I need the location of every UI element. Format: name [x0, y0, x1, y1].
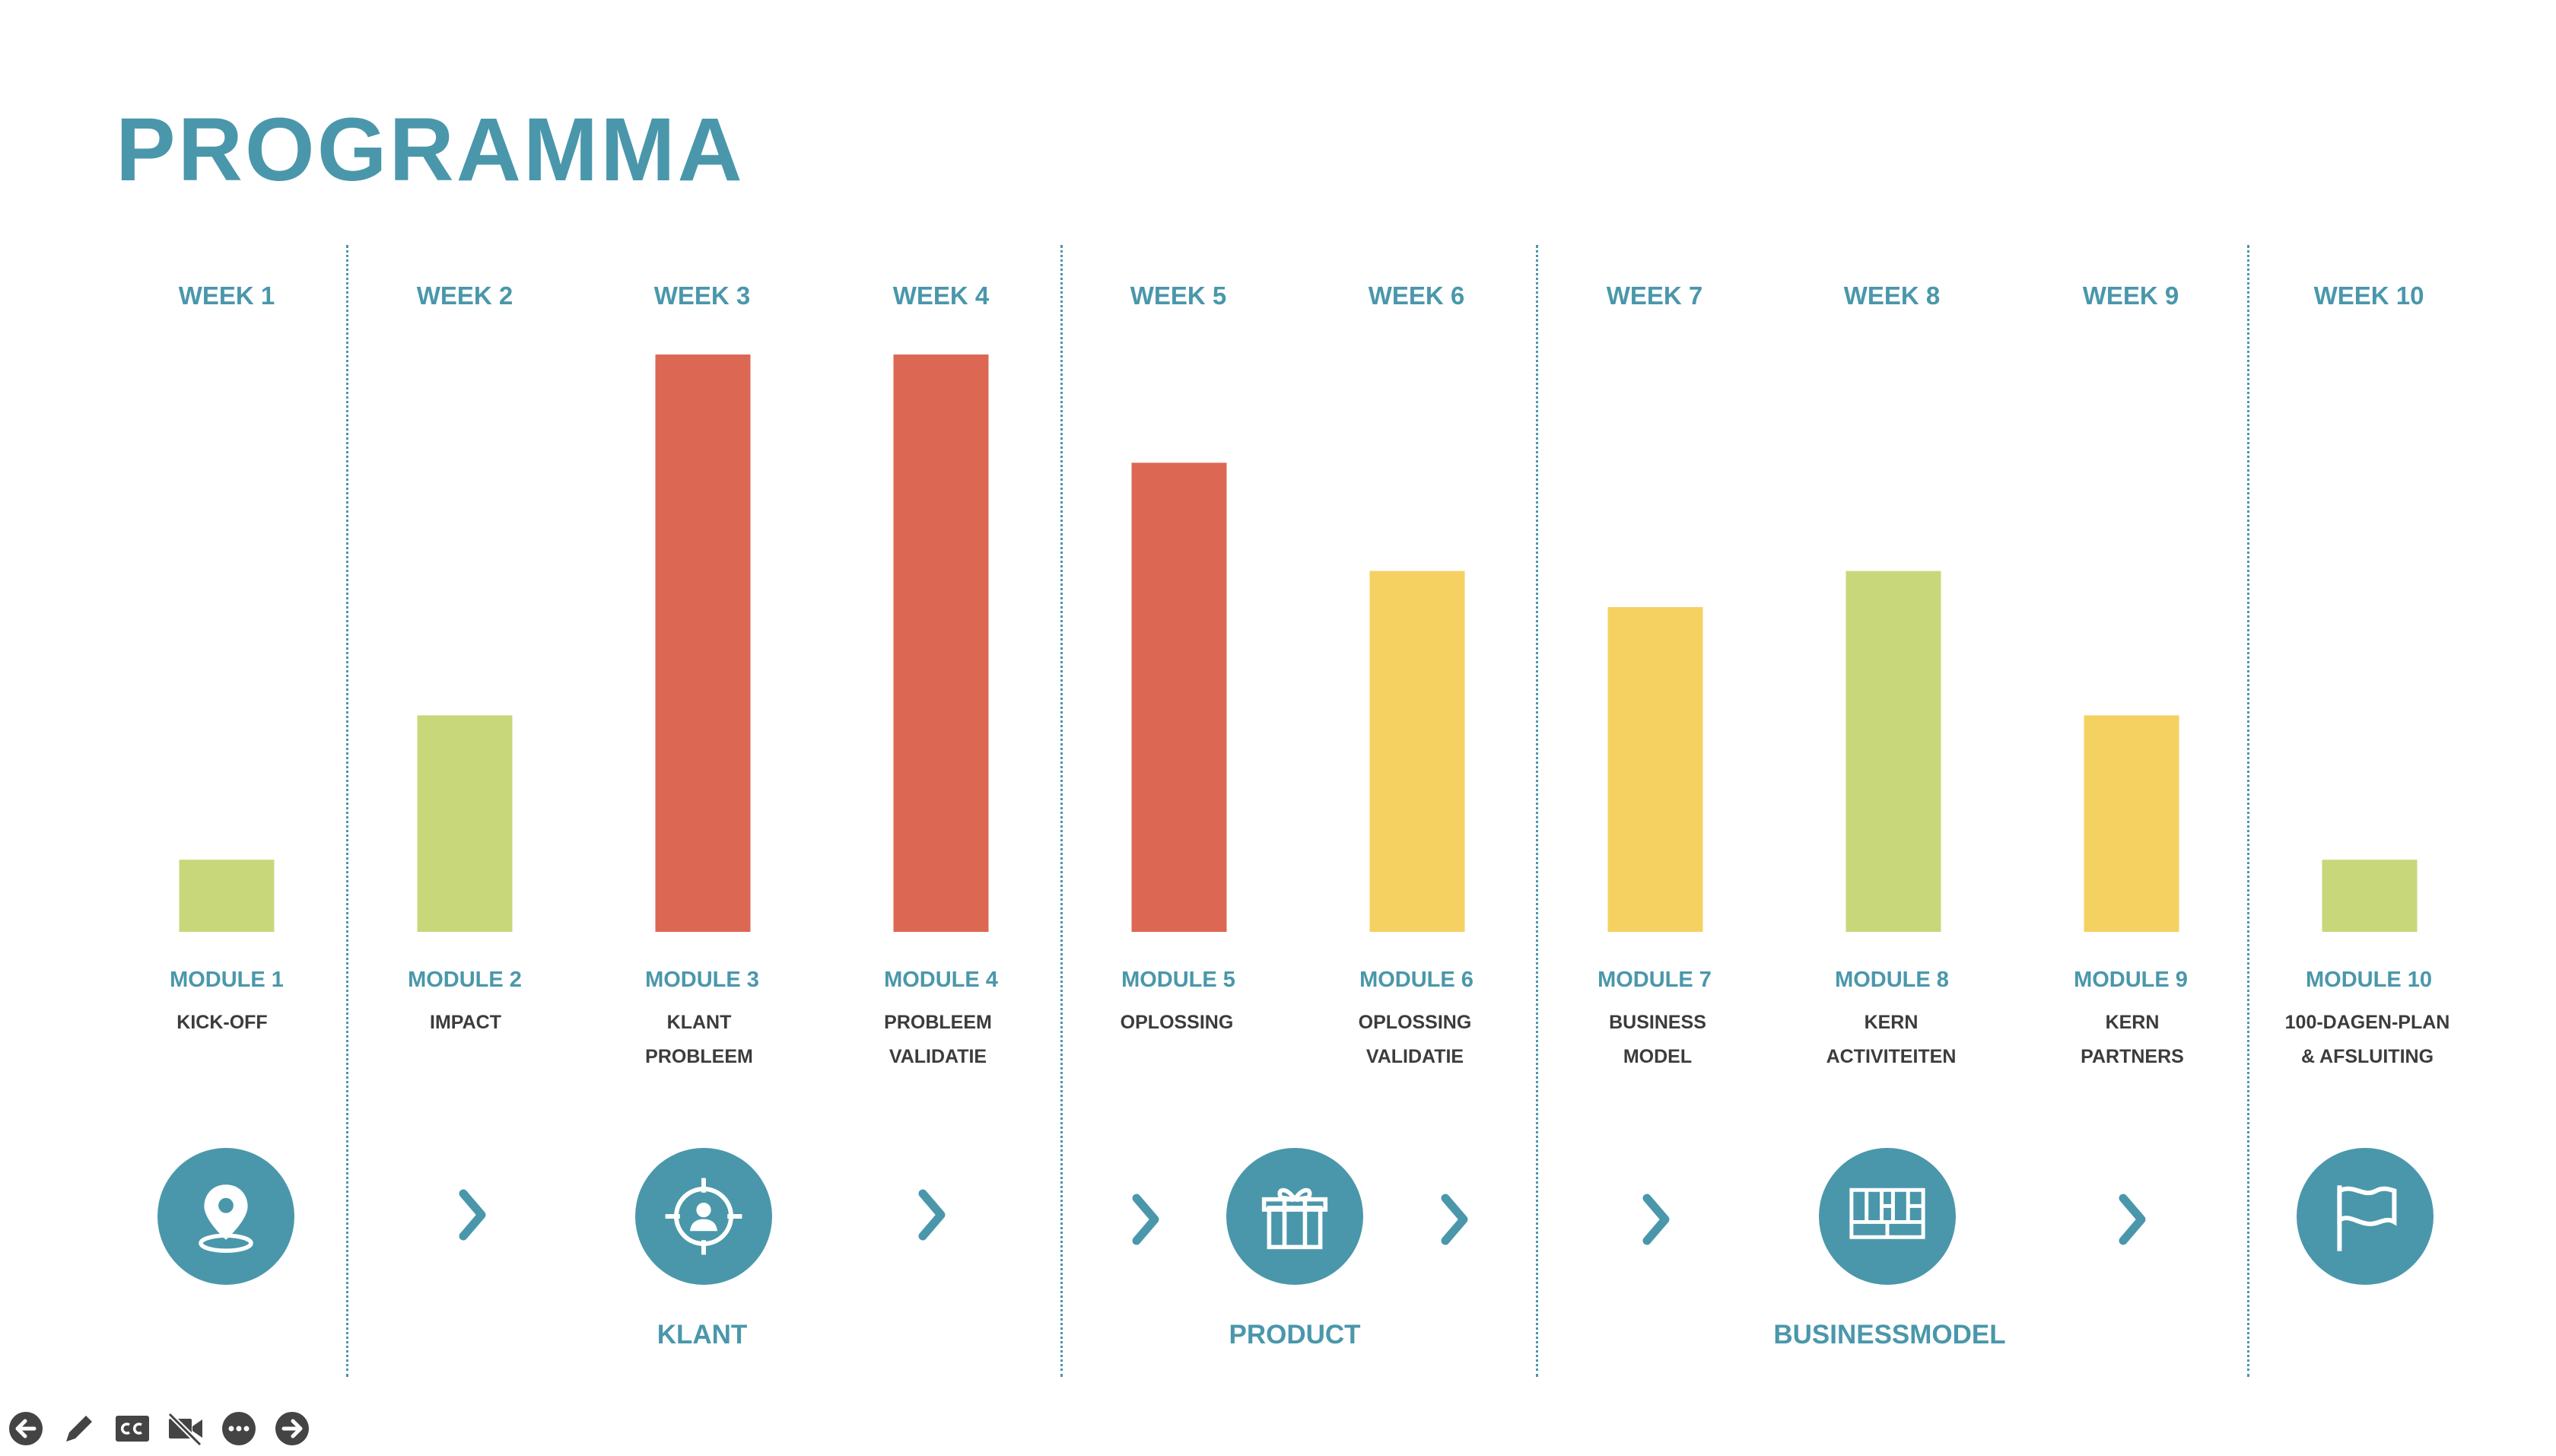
flag-icon	[2297, 1148, 2434, 1285]
chevron-right-icon	[2119, 1194, 2146, 1245]
bar-week-8	[1845, 571, 1941, 932]
week-label: WEEK 8	[1843, 281, 1941, 310]
module-title: MODULE 6	[1359, 968, 1474, 992]
bar-week-2	[417, 715, 513, 932]
module-title: MODULE 8	[1835, 968, 1949, 992]
module-subtitle: KERN PARTNERS	[2081, 1012, 2184, 1067]
bar-week-1	[179, 860, 275, 932]
bar-week-6	[1369, 571, 1465, 932]
phase-label-product: PRODUCT	[1229, 1320, 1361, 1350]
week-label: WEEK 6	[1368, 281, 1465, 310]
bar-week-3	[655, 354, 751, 932]
week-label: WEEK 7	[1606, 281, 1703, 310]
module-subtitle: KICK-OFF	[176, 1012, 268, 1033]
bar-week-4	[893, 354, 989, 932]
module-title: MODULE 10	[2306, 968, 2432, 992]
module-subtitle: OPLOSSING VALIDATIE	[1358, 1012, 1472, 1067]
bar-week-9	[2084, 715, 2179, 932]
section-divider	[2247, 245, 2249, 1377]
module-subtitle: KLANT PROBLEEM	[645, 1012, 753, 1067]
module-subtitle: BUSINESS MODEL	[1609, 1012, 1706, 1067]
module-title: MODULE 5	[1121, 968, 1235, 992]
bar-week-7	[1607, 607, 1703, 932]
module-title: MODULE 1	[170, 968, 284, 992]
module-subtitle: 100-DAGEN-PLAN & AFSLUITING	[2284, 1012, 2450, 1067]
week-label: WEEK 4	[892, 281, 990, 310]
module-subtitle: OPLOSSING	[1120, 1012, 1234, 1033]
business-model-canvas-icon	[1819, 1148, 1956, 1285]
chevron-right-icon	[918, 1189, 946, 1241]
closed-captions-icon[interactable]	[111, 1407, 154, 1450]
module-title: MODULE 3	[645, 968, 759, 992]
section-divider	[346, 245, 348, 1377]
phase-label-klant: KLANT	[656, 1320, 748, 1350]
chevron-right-icon	[459, 1189, 486, 1241]
chevron-right-icon	[1441, 1194, 1468, 1245]
week-label: WEEK 3	[653, 281, 751, 310]
bar-week-5	[1131, 463, 1227, 932]
chevron-right-icon	[1642, 1194, 1670, 1245]
chevron-right-icon	[1132, 1194, 1159, 1245]
module-title: MODULE 9	[2074, 968, 2188, 992]
week-label: WEEK 2	[416, 281, 513, 310]
module-subtitle: PROBLEEM VALIDATIE	[884, 1012, 992, 1067]
previous-icon[interactable]	[5, 1407, 47, 1450]
module-title: MODULE 7	[1598, 968, 1712, 992]
module-title: MODULE 4	[884, 968, 998, 992]
week-label: WEEK 10	[2313, 281, 2424, 310]
video-off-icon[interactable]	[164, 1407, 207, 1450]
target-person-icon	[635, 1148, 772, 1285]
pen-icon[interactable]	[58, 1407, 100, 1450]
bar-week-10	[2322, 860, 2418, 932]
gift-icon	[1226, 1148, 1363, 1285]
phase-label-businessmodel: BUSINESSMODEL	[1773, 1320, 2006, 1350]
page-title: PROGRAMMA	[116, 100, 745, 200]
module-subtitle: IMPACT	[430, 1012, 501, 1033]
presentation-controls	[5, 1407, 313, 1456]
more-icon[interactable]	[218, 1407, 260, 1450]
next-icon[interactable]	[271, 1407, 313, 1450]
location-pin-icon	[157, 1148, 294, 1285]
module-title: MODULE 2	[408, 968, 522, 992]
week-label: WEEK 5	[1130, 281, 1227, 310]
module-subtitle: KERN ACTIVITEITEN	[1826, 1012, 1957, 1067]
section-divider	[1060, 245, 1063, 1377]
week-label: WEEK 1	[178, 281, 275, 310]
section-divider	[1536, 245, 1538, 1377]
week-label: WEEK 9	[2082, 281, 2179, 310]
